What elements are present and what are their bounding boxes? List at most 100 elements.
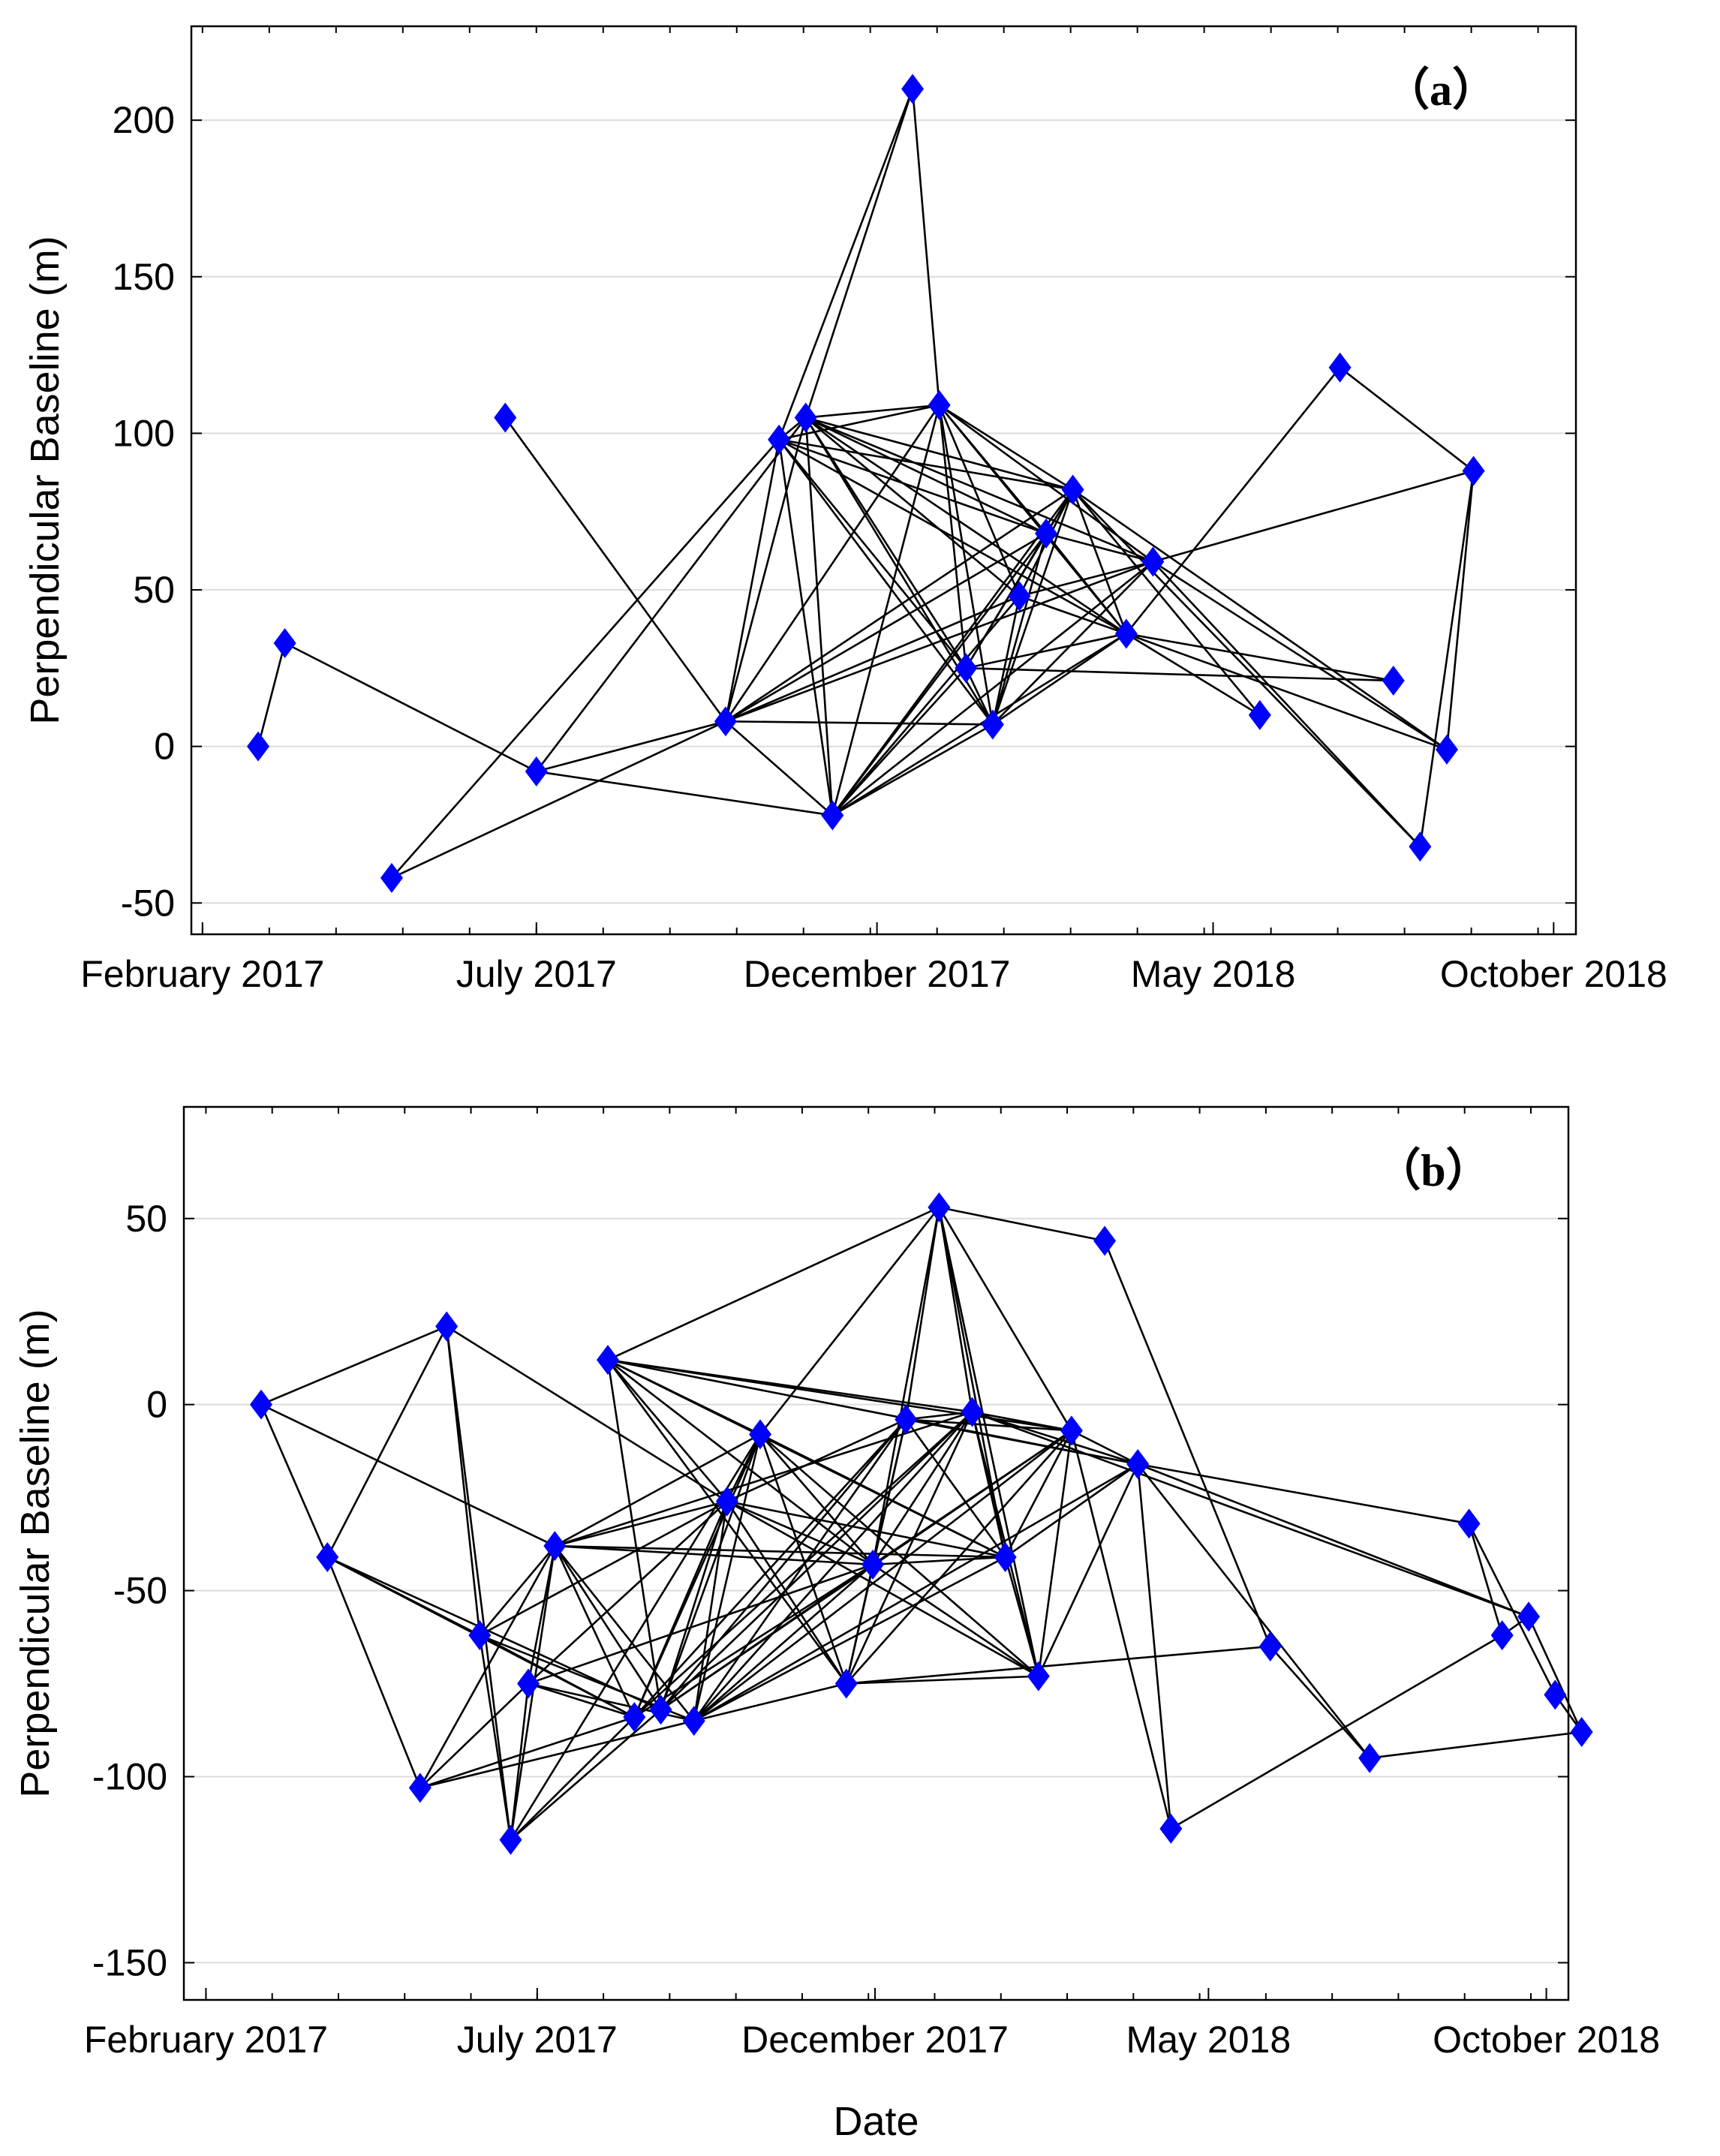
panel-b-edge xyxy=(1004,1463,1138,1559)
panel-b-frame xyxy=(182,1105,1570,2001)
panel-b-edge xyxy=(419,1715,635,1789)
panel-b-edge xyxy=(555,1500,728,1547)
panel-b-edge xyxy=(555,1544,874,1566)
panel-b-edge xyxy=(1004,1556,1040,1676)
panel-b-edge xyxy=(479,1634,635,1718)
panel-a-point-A16 xyxy=(1061,474,1084,505)
panel-b-edge xyxy=(759,1433,1039,1677)
panel-a-edge xyxy=(991,596,1021,725)
panel-b-edge xyxy=(759,1433,1006,1559)
panel-a-x-tick-label: July 2017 xyxy=(456,953,617,995)
panel-a-edge xyxy=(831,667,967,816)
panel-b-edge xyxy=(607,1206,940,1361)
panel-a-edge xyxy=(831,561,1154,816)
panel-a-edge xyxy=(778,438,1047,535)
panel-b-edge xyxy=(939,1206,1105,1242)
panel-a-edge xyxy=(992,633,1127,726)
panel-a-edge xyxy=(1019,561,1153,597)
panel-a-edge xyxy=(1072,489,1448,750)
panel-b-edge xyxy=(905,1418,1006,1558)
panel-b-edge xyxy=(904,1207,940,1420)
panel-a-point-A1 xyxy=(246,731,269,762)
panel-a-edge xyxy=(938,404,1021,597)
panel-b-x-tick-label: December 2017 xyxy=(741,2019,1009,2061)
panel-b-edge xyxy=(1103,1240,1271,1647)
panel-b-edge xyxy=(554,1433,761,1547)
panel-a-label: （a） xyxy=(1385,65,1497,115)
panel-b-edge xyxy=(759,1433,848,1684)
panel-b-edge xyxy=(726,1500,874,1566)
panel-b-edge xyxy=(726,1500,847,1685)
panel-b-point-B13 xyxy=(715,1486,738,1517)
panel-b-point-B10 xyxy=(623,1702,646,1733)
panel-b-edge xyxy=(1527,1616,1583,1733)
panel-a-edge xyxy=(805,416,1153,563)
panel-b: -150 -100 -50 0 50 February 2017 July 2017 Dec… xyxy=(13,1105,1660,2144)
panel-b-point-B29 xyxy=(1490,1620,1514,1651)
panel-a-edge xyxy=(1339,366,1475,472)
panel-b-edge xyxy=(260,1403,555,1547)
panel-b-edge xyxy=(726,1500,1006,1559)
panel-a-edge xyxy=(1126,633,1448,751)
panel-b-edge xyxy=(1037,1430,1073,1676)
panel-b-edge xyxy=(660,1411,973,1711)
panel-b-edge xyxy=(1004,1430,1073,1558)
panel-b-edge xyxy=(1137,1463,1529,1618)
panel-a-point-A15 xyxy=(1035,518,1058,549)
panel-a-point-A18 xyxy=(1141,546,1165,577)
panel-b-edge xyxy=(606,1359,847,1685)
panel-b-point-B24 xyxy=(1126,1449,1150,1479)
panel-b-x-tick-label: May 2018 xyxy=(1126,2019,1292,2061)
panel-a-edge xyxy=(1045,533,1127,635)
panel-b-edge xyxy=(871,1411,973,1565)
panel-b-edge xyxy=(510,1545,556,1840)
panel-b-edge xyxy=(419,1719,695,1789)
panel-a-y-tick-label: 200 xyxy=(113,99,175,141)
panel-b-edge xyxy=(326,1556,422,1788)
panel-b-edge xyxy=(871,1419,907,1565)
panel-b-edge xyxy=(260,1325,447,1406)
panel-b-x-tick-label: October 2018 xyxy=(1433,2019,1660,2061)
panel-b-y-axis-label: Perpendicular Baseline (m) xyxy=(13,1309,58,1797)
panel-b-edge xyxy=(554,1545,636,1718)
panel-a-edge xyxy=(724,439,780,722)
panel-a-edge xyxy=(1045,532,1153,563)
panel-b-point-B31 xyxy=(1544,1679,1567,1710)
panel-a-edge xyxy=(805,416,1047,535)
panel-a-edge xyxy=(804,417,834,816)
panel-b-edge xyxy=(419,1545,556,1789)
panel-a-y-tick-label: 50 xyxy=(133,569,175,611)
panel-b-edge xyxy=(693,1556,1006,1722)
panel-a-y-tick-label: -50 xyxy=(121,882,175,924)
panel-b-point-B6 xyxy=(499,1824,522,1855)
panel-a-edge xyxy=(391,720,726,880)
panel-a-edge xyxy=(257,642,286,747)
panel-b-edge xyxy=(1137,1463,1371,1759)
panel-a-edge xyxy=(966,667,1394,682)
panel-a-edge xyxy=(991,533,1048,725)
panel-a-y-tick-label: 150 xyxy=(113,256,175,298)
panel-b-edge xyxy=(972,1411,1138,1466)
panel-a-edge xyxy=(778,404,940,441)
panel-a-y-axis-label: Perpendicular Baseline (m) xyxy=(23,236,68,724)
panel-a-point-A3 xyxy=(380,862,403,893)
panel-b-label: （b） xyxy=(1376,1145,1490,1195)
panel-b-edge xyxy=(606,1359,662,1710)
panel-b-edge xyxy=(726,1418,907,1502)
panel-a-edge xyxy=(725,720,834,816)
panel-a-edge xyxy=(504,416,726,723)
panel-b-edge xyxy=(845,1412,973,1685)
panel-b-point-B23 xyxy=(1093,1225,1117,1256)
panel-b-edge xyxy=(479,1500,728,1637)
panel-b-edge xyxy=(528,1682,635,1718)
panel-a-edge xyxy=(938,404,1074,491)
panel-b-edge xyxy=(759,1207,940,1436)
panel-a-edge xyxy=(991,489,1074,725)
panel-a-point-A8 xyxy=(794,402,817,433)
panel-b-y-tick-label: -50 xyxy=(113,1570,167,1612)
panel-a-point-A23 xyxy=(1409,831,1432,862)
panel-b-point-B30 xyxy=(1517,1601,1541,1632)
panel-b-edge xyxy=(693,1411,973,1721)
panel-b-point-B3 xyxy=(408,1773,432,1803)
